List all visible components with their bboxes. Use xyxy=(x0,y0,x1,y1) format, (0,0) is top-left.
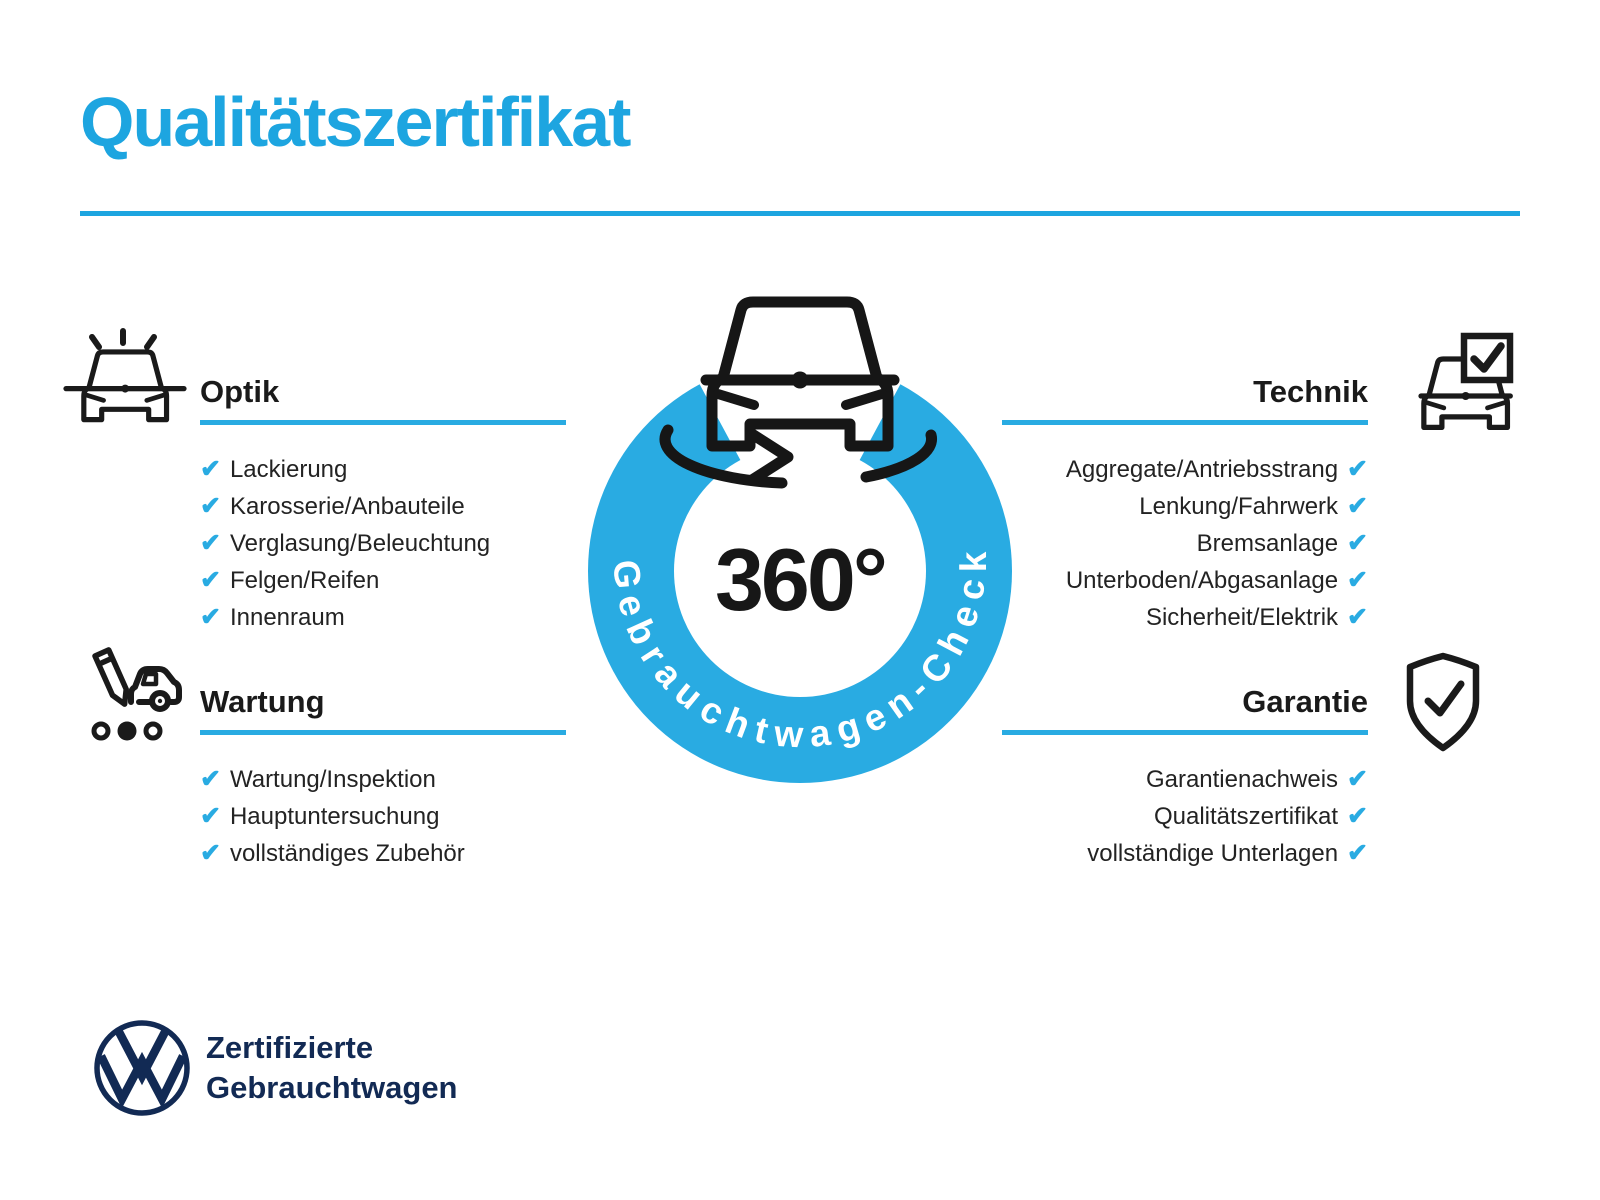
checklist-item-label: Lackierung xyxy=(229,456,348,483)
section-heading: Garantie xyxy=(1242,684,1368,719)
checklist-item: Sicherheit/Elektrik ✔ xyxy=(1002,599,1368,636)
pencil-icon xyxy=(92,647,129,707)
check-icon: ✔ xyxy=(1347,603,1368,631)
check-icon: ✔ xyxy=(1347,455,1368,483)
checklist-item-label: Lenkung/Fahrwerk xyxy=(1139,493,1339,520)
checklist-item-label: Unterboden/Abgasanlage xyxy=(1065,567,1339,594)
section-heading: Technik xyxy=(1253,374,1368,409)
check-icon: ✔ xyxy=(1347,566,1368,594)
badge-360: Gebrauchtwagen-Check 360° xyxy=(588,302,1012,783)
dot-middle xyxy=(117,721,137,741)
section-underline xyxy=(1002,730,1368,735)
checklist-item-label: Verglasung/Beleuchtung xyxy=(229,530,491,557)
section-wartung: Wartung ✔ Wartung/Inspektion ✔ Hauptunters… xyxy=(200,682,566,872)
brand-line-2: Gebrauchtwagen xyxy=(206,1070,458,1105)
checklist: ✔ Wartung/Inspektion ✔ Hauptuntersuchung ✔… xyxy=(200,761,566,872)
dot-right xyxy=(143,721,163,741)
checklist-item: Qualitätszertifikat ✔ xyxy=(1002,798,1368,835)
car-front-rotate-icon xyxy=(659,302,938,489)
checklist-item-label: Felgen/Reifen xyxy=(229,567,380,594)
section-underline xyxy=(200,420,566,425)
checklist-item-label: Karosserie/Anbauteile xyxy=(229,493,465,520)
vw-logo xyxy=(94,1020,190,1116)
checklist-item-label: Wartung/Inspektion xyxy=(229,766,436,793)
checklist-item: ✔ Wartung/Inspektion xyxy=(200,761,566,798)
checklist-item: Bremsanlage ✔ xyxy=(1002,525,1368,562)
car-checkbox-icon xyxy=(1421,332,1514,427)
check-icon: ✔ xyxy=(200,492,221,520)
checklist-item-label: Sicherheit/Elektrik xyxy=(1145,604,1339,631)
brand-lockup: Zertifizierte Gebrauchtwagen xyxy=(206,1028,458,1108)
check-icon: ✔ xyxy=(200,529,221,557)
check-icon: ✔ xyxy=(1347,529,1368,557)
sparkle-lines xyxy=(89,328,157,350)
checklist-item: ✔ Felgen/Reifen xyxy=(200,562,566,599)
check-icon: ✔ xyxy=(1347,765,1368,793)
checklist-item: vollständige Unterlagen ✔ xyxy=(1002,835,1368,872)
checklist-item-label: Aggregate/Antriebsstrang xyxy=(1065,456,1339,483)
title-divider xyxy=(80,211,1520,216)
check-icon: ✔ xyxy=(200,566,221,594)
checklist-item: ✔ vollständiges Zubehör xyxy=(200,835,566,872)
check-icon: ✔ xyxy=(200,765,221,793)
checklist-item-label: Bremsanlage xyxy=(1196,530,1339,557)
checklist: Garantienachweis ✔ Qualitätszertifikat ✔ v… xyxy=(1002,761,1368,872)
checklist-item: ✔ Hauptuntersuchung xyxy=(200,798,566,835)
section-garantie: Garantie Garantienachweis ✔ Qualitätszert… xyxy=(1002,682,1368,872)
section-optik: Optik ✔ Lackierung ✔ Karosserie/Anbauteile… xyxy=(200,372,566,636)
shiny-car-icon xyxy=(63,328,187,420)
checklist-item: Unterboden/Abgasanlage ✔ xyxy=(1002,562,1368,599)
checklist: Aggregate/Antriebsstrang ✔ Lenkung/Fahrwe… xyxy=(1002,451,1368,636)
page-title: Qualitätszertifikat xyxy=(80,83,631,161)
pencil-car-icon xyxy=(91,647,182,741)
section-heading: Optik xyxy=(200,374,280,409)
check-icon: ✔ xyxy=(200,839,221,867)
check-icon: ✔ xyxy=(1347,839,1368,867)
checklist-item: ✔ Verglasung/Beleuchtung xyxy=(200,525,566,562)
dot-left xyxy=(91,721,111,741)
section-technik: Technik Aggregate/Antriebsstrang ✔ Lenkun… xyxy=(1002,372,1368,636)
checklist-item-label: Innenraum xyxy=(229,604,345,631)
checklist-item: ✔ Innenraum xyxy=(200,599,566,636)
checklist: ✔ Lackierung ✔ Karosserie/Anbauteile ✔ Verg… xyxy=(200,451,566,636)
checklist-item-label: Qualitätszertifikat xyxy=(1153,803,1339,830)
check-icon: ✔ xyxy=(1347,802,1368,830)
checklist-item-label: Hauptuntersuchung xyxy=(229,803,440,830)
brand-line-1: Zertifizierte xyxy=(206,1030,374,1065)
checklist-item: ✔ Karosserie/Anbauteile xyxy=(200,488,566,525)
checklist-item: ✔ Lackierung xyxy=(200,451,566,488)
section-heading: Wartung xyxy=(200,684,325,719)
checklist-item: Garantienachweis ✔ xyxy=(1002,761,1368,798)
check-icon: ✔ xyxy=(1347,492,1368,520)
checklist-item: Aggregate/Antriebsstrang ✔ xyxy=(1002,451,1368,488)
badge-degree-label: 360° xyxy=(715,530,885,629)
check-icon: ✔ xyxy=(200,455,221,483)
check-icon: ✔ xyxy=(200,802,221,830)
check-icon: ✔ xyxy=(200,603,221,631)
rotate-arrowhead xyxy=(746,428,794,486)
section-underline xyxy=(1002,420,1368,425)
section-underline xyxy=(200,730,566,735)
badge-inner-circle xyxy=(674,445,926,697)
shield-check-icon xyxy=(1406,652,1480,752)
checklist-item-label: vollständige Unterlagen xyxy=(1087,840,1339,867)
checklist-item-label: vollständiges Zubehör xyxy=(229,840,465,867)
checklist-item-label: Garantienachweis xyxy=(1145,766,1339,793)
checklist-item: Lenkung/Fahrwerk ✔ xyxy=(1002,488,1368,525)
